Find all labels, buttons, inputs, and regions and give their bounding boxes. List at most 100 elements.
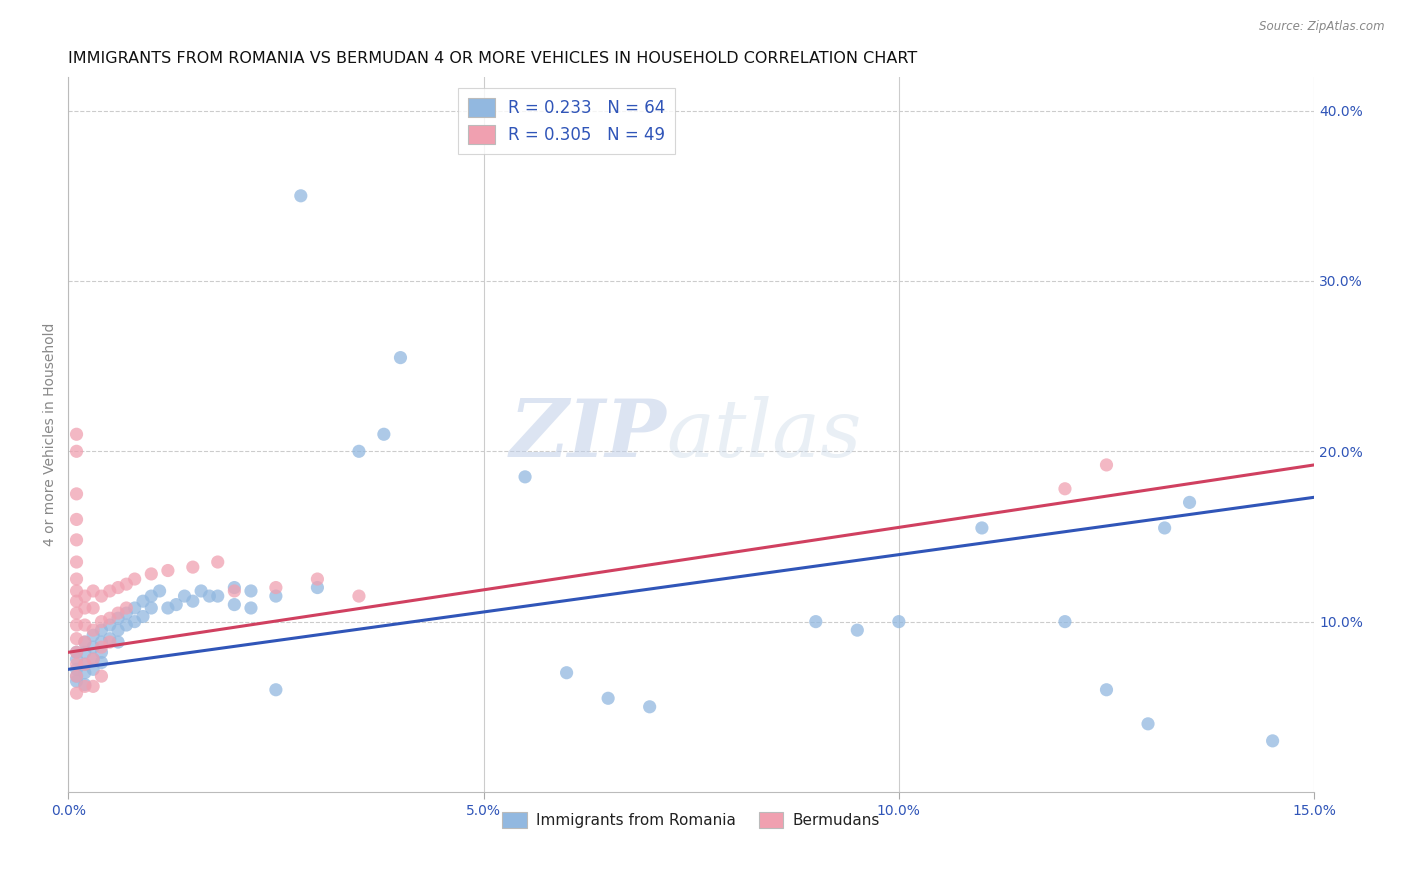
Point [115, 606, 138, 620]
Point [90, 623, 112, 637]
Point [65, 606, 87, 620]
Point [156, 601, 179, 615]
Point [98, 635, 121, 649]
Point [73, 635, 96, 649]
Point [107, 623, 129, 637]
Point [115, 601, 138, 615]
Point [190, 584, 212, 599]
Point [90, 635, 112, 649]
Point [65, 662, 87, 676]
Point [264, 682, 287, 697]
Point [82, 679, 104, 693]
Point [65, 669, 87, 683]
Point [239, 601, 262, 615]
Point [65, 444, 87, 458]
Point [347, 444, 370, 458]
Point [115, 618, 138, 632]
Point [132, 594, 155, 608]
Point [115, 577, 138, 591]
Point [224, 581, 246, 595]
Point [1053, 482, 1076, 496]
Text: ZIP: ZIP [509, 395, 666, 473]
Point [181, 594, 204, 608]
Point [73, 645, 96, 659]
Point [107, 635, 129, 649]
Point [1137, 716, 1160, 731]
Point [65, 669, 87, 683]
Point [307, 581, 329, 595]
Point [132, 609, 155, 624]
Point [1261, 734, 1284, 748]
Point [65, 533, 87, 547]
Point [1095, 458, 1118, 472]
Point [90, 615, 112, 629]
Point [124, 572, 146, 586]
Point [207, 555, 229, 569]
Point [887, 615, 910, 629]
Point [124, 601, 146, 615]
Point [846, 623, 869, 637]
Point [65, 657, 87, 672]
Point [65, 572, 87, 586]
Point [90, 669, 112, 683]
Point [73, 665, 96, 680]
Point [264, 589, 287, 603]
Point [124, 615, 146, 629]
Text: Source: ZipAtlas.com: Source: ZipAtlas.com [1260, 20, 1385, 33]
Point [73, 678, 96, 692]
Point [804, 615, 827, 629]
Point [173, 589, 195, 603]
Point [290, 189, 312, 203]
Point [141, 601, 163, 615]
Point [73, 635, 96, 649]
Point [82, 640, 104, 655]
Text: IMMIGRANTS FROM ROMANIA VS BERMUDAN 4 OR MORE VEHICLES IN HOUSEHOLD CORRELATION : IMMIGRANTS FROM ROMANIA VS BERMUDAN 4 OR… [69, 51, 918, 66]
Point [73, 601, 96, 615]
Point [65, 584, 87, 599]
Point [82, 584, 104, 599]
Point [90, 656, 112, 670]
Text: atlas: atlas [666, 395, 862, 473]
Point [82, 652, 104, 666]
Point [65, 674, 87, 689]
Point [65, 618, 87, 632]
Point [149, 584, 172, 599]
Point [970, 521, 993, 535]
Point [107, 611, 129, 625]
Point [73, 657, 96, 672]
Point [1153, 521, 1175, 535]
Point [73, 679, 96, 693]
Point [638, 699, 661, 714]
Point [82, 628, 104, 642]
Point [224, 598, 246, 612]
Point [165, 598, 187, 612]
Point [307, 572, 329, 586]
Point [141, 589, 163, 603]
Point [90, 640, 112, 655]
Point [141, 566, 163, 581]
Point [156, 564, 179, 578]
Point [65, 645, 87, 659]
Point [65, 645, 87, 659]
Point [65, 555, 87, 569]
Point [98, 584, 121, 599]
Point [82, 601, 104, 615]
Point [207, 589, 229, 603]
Point [264, 581, 287, 595]
Point [1178, 495, 1201, 509]
Point [82, 623, 104, 637]
Point [73, 657, 96, 672]
Point [90, 645, 112, 659]
Point [65, 652, 87, 666]
Y-axis label: 4 or more Vehicles in Household: 4 or more Vehicles in Household [44, 323, 58, 546]
Point [98, 632, 121, 646]
Point [107, 606, 129, 620]
Point [1053, 615, 1076, 629]
Point [98, 618, 121, 632]
Point [181, 560, 204, 574]
Point [347, 589, 370, 603]
Legend: Immigrants from Romania, Bermudans: Immigrants from Romania, Bermudans [496, 805, 886, 834]
Point [98, 611, 121, 625]
Point [82, 652, 104, 666]
Point [82, 662, 104, 676]
